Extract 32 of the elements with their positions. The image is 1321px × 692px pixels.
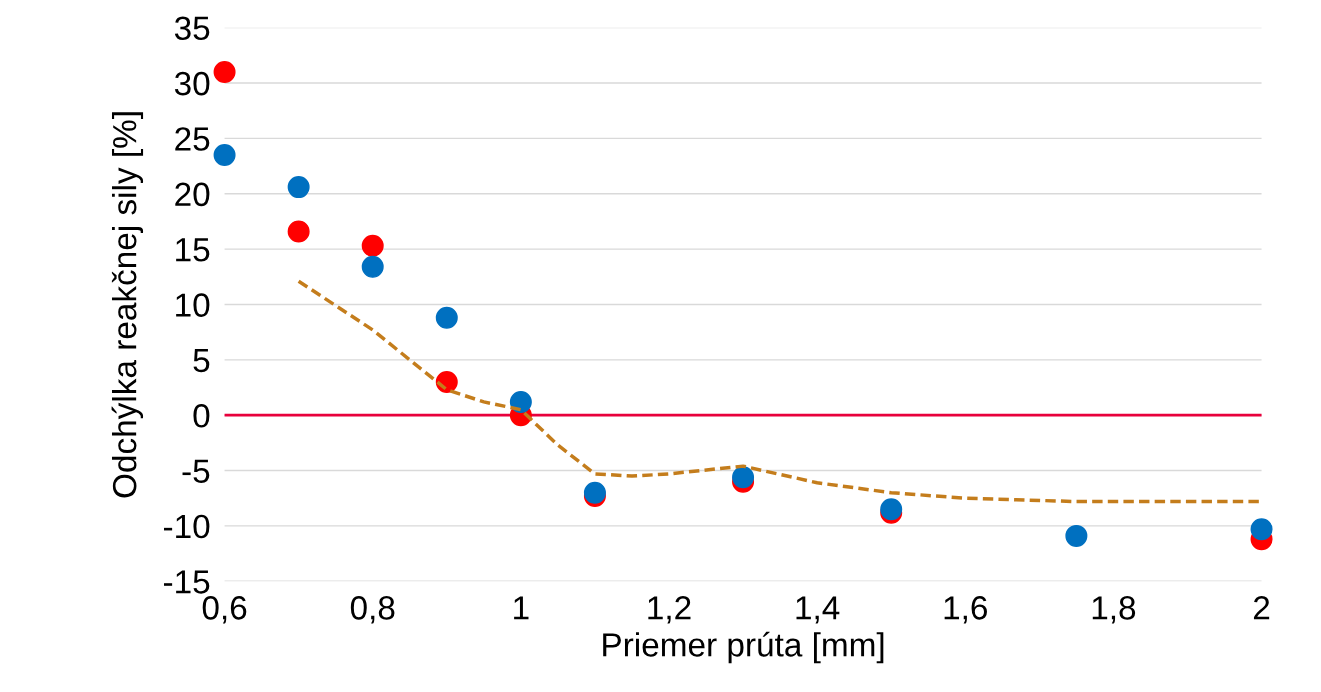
x-tick-label: 1 — [514, 596, 529, 620]
point — [287, 220, 310, 243]
line-series — [296, 279, 1262, 504]
y-tick-label: 10 — [176, 293, 210, 317]
y-tick-label: -5 — [182, 459, 210, 483]
y-tick-label: 5 — [193, 348, 210, 373]
x-tick-label: 2 — [1253, 596, 1270, 620]
y-tick-label: 25 — [175, 127, 210, 151]
x-tick-label: 1,6 — [944, 596, 987, 624]
x-tick-label: 0,6 — [202, 596, 247, 624]
x-tick-label: 1,4 — [796, 596, 840, 624]
point — [287, 176, 310, 199]
y-tick-label: -10 — [163, 514, 210, 539]
point — [213, 144, 236, 167]
y-tick-label: -15 — [163, 570, 210, 594]
point — [361, 234, 384, 257]
y-axis-title: Odchýlka reakčnej sily [%] — [111, 112, 144, 498]
y-tick-label: 30 — [174, 71, 210, 96]
y-tick-label: 15 — [176, 238, 210, 262]
y-tick-label: 0 — [193, 404, 210, 428]
point — [1250, 518, 1273, 541]
point — [509, 390, 532, 413]
y-tick-label: 35 — [174, 16, 210, 41]
x-tick-label: 1,8 — [1092, 596, 1136, 624]
x-axis-title: Priemer prúta [mm] — [603, 631, 884, 664]
point — [213, 60, 236, 83]
point — [1065, 524, 1088, 547]
y-tick-label: 20 — [175, 182, 210, 207]
x-tick-label: 1,2 — [648, 596, 691, 624]
point — [435, 306, 458, 329]
point — [361, 255, 384, 278]
x-tick-label: 0,8 — [350, 596, 395, 624]
